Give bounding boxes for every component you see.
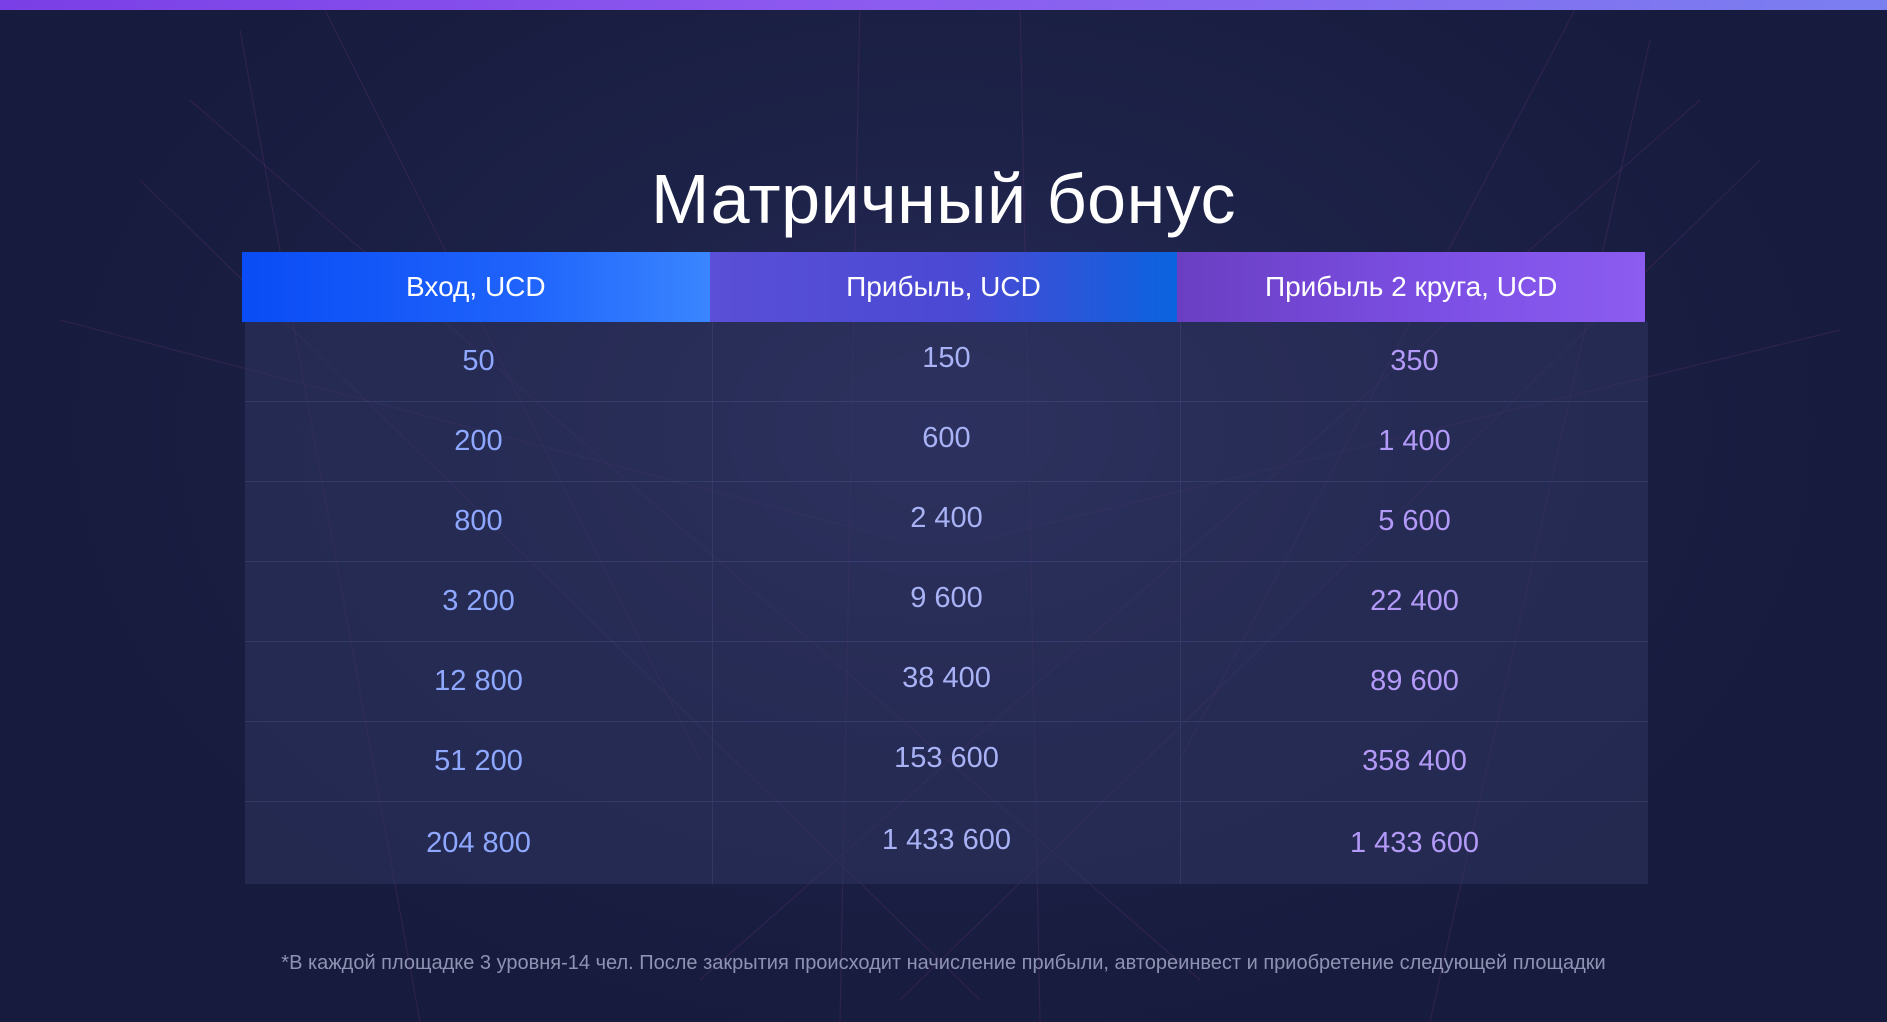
table-row: 51 200 153 600 358 400 [245, 722, 1648, 802]
table-cell-entry: 51 200 [245, 722, 713, 801]
table-cell-profit: 600 [713, 402, 1181, 481]
table-cell-profit: 2 400 [713, 482, 1181, 561]
table-cell-profit-round-2: 1 433 600 [1349, 826, 1479, 859]
table-cell-profit-round-2: 5 600 [1378, 505, 1451, 537]
column-header-entry: Вход, UCD [242, 252, 710, 322]
table-header: Вход, UCD Прибыль, UCD Прибыль 2 круга, … [242, 252, 1646, 322]
column-header-profit: Прибыль, UCD [709, 252, 1178, 322]
footnote: *В каждой площадке 3 уровня-14 чел. Посл… [281, 952, 1606, 974]
top-accent-bar [0, 0, 1887, 10]
table-cell-profit: 153 600 [713, 722, 1181, 801]
table-cell-profit: 1 433 600 [713, 802, 1181, 884]
table-cell-entry: 200 [245, 402, 713, 481]
table-cell-profit-round-2: 350 [1390, 345, 1439, 377]
bonus-table: Вход, UCD Прибыль, UCD Прибыль 2 круга, … [242, 252, 1648, 884]
table-row: 50 150 350 [245, 322, 1648, 402]
table-cell-profit-round-2: 89 600 [1370, 665, 1459, 697]
table-row: 800 2 400 5 600 [245, 482, 1648, 562]
page-title: Матричный бонус [651, 159, 1236, 238]
table-row: 200 600 1 400 [245, 402, 1648, 482]
column-header-profit-round-2: Прибыль 2 круга, UCD [1177, 252, 1646, 322]
table-cell-profit: 38 400 [713, 642, 1181, 721]
table-row: 12 800 38 400 89 600 [245, 642, 1648, 722]
table-cell-profit-round-2: 22 400 [1370, 585, 1459, 617]
table-cell-entry: 12 800 [245, 642, 713, 721]
table-cell-entry: 800 [245, 482, 713, 561]
table-row: 3 200 9 600 22 400 [245, 562, 1648, 642]
table-cell-profit-round-2: 358 400 [1362, 745, 1467, 777]
table-cell-profit: 150 [713, 322, 1181, 401]
table-cell-profit-round-2: 1 400 [1378, 425, 1451, 457]
table-cell-profit: 9 600 [713, 562, 1181, 641]
table-body: 50 150 350 200 600 1 400 800 2 400 5 600… [245, 322, 1648, 884]
table-cell-entry: 204 800 [245, 802, 713, 884]
table-cell-entry: 50 [245, 322, 713, 401]
table-row: 204 800 1 433 600 1 433 600 [245, 802, 1648, 884]
table-cell-entry: 3 200 [245, 562, 713, 641]
